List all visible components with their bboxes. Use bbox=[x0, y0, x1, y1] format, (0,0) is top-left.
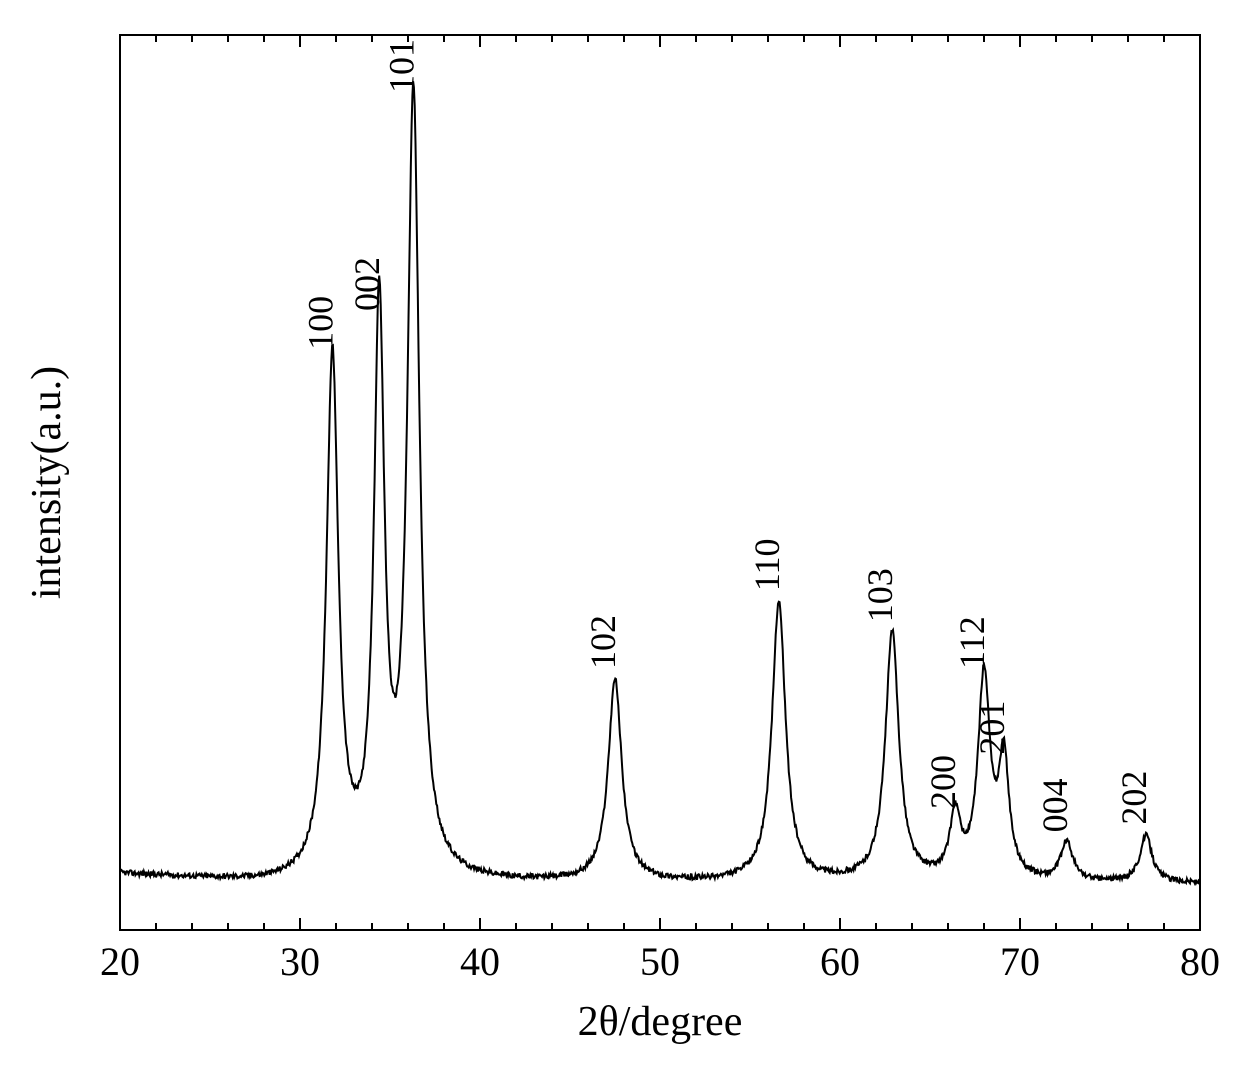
x-tick-label: 40 bbox=[460, 939, 500, 984]
peak-label-002: 002 bbox=[347, 257, 387, 311]
peak-label-200: 200 bbox=[923, 755, 963, 809]
x-tick-label: 20 bbox=[100, 939, 140, 984]
peak-label-110: 110 bbox=[747, 538, 787, 591]
peak-label-112: 112 bbox=[952, 616, 992, 669]
peak-label-201: 201 bbox=[972, 701, 1012, 755]
x-axis-tick-labels: 20 30 40 50 60 70 80 bbox=[100, 939, 1220, 984]
x-tick-label: 30 bbox=[280, 939, 320, 984]
x-axis-label: 2θ/degree bbox=[578, 999, 743, 1045]
peak-label-103: 103 bbox=[860, 568, 900, 622]
y-axis-label: intensity(a.u.) bbox=[24, 366, 70, 599]
xrd-pattern-line bbox=[120, 81, 1200, 883]
peak-label-101: 101 bbox=[381, 39, 421, 93]
peak-label-100: 100 bbox=[300, 296, 340, 350]
x-tick-label: 70 bbox=[1000, 939, 1040, 984]
peak-label-102: 102 bbox=[583, 615, 623, 669]
xrd-chart: 20 30 40 50 60 70 80 100002 101 102 110 103 200 112 2… bbox=[0, 0, 1239, 1069]
x-tick-label: 50 bbox=[640, 939, 680, 984]
peak-label-202: 202 bbox=[1114, 771, 1154, 825]
chart-svg: 20 30 40 50 60 70 80 100002 101 102 110 103 200 112 2… bbox=[0, 0, 1239, 1069]
peak-label-004: 004 bbox=[1035, 778, 1075, 832]
x-tick-label: 60 bbox=[820, 939, 860, 984]
x-tick-label: 80 bbox=[1180, 939, 1220, 984]
